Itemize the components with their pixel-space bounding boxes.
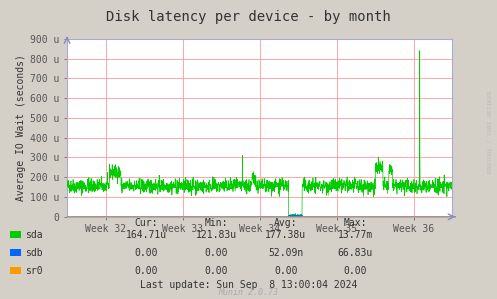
- Text: 0.00: 0.00: [135, 248, 159, 258]
- Text: 66.83u: 66.83u: [338, 248, 373, 258]
- Text: Max:: Max:: [343, 218, 367, 228]
- Text: Last update: Sun Sep  8 13:00:04 2024: Last update: Sun Sep 8 13:00:04 2024: [140, 280, 357, 290]
- Text: Avg:: Avg:: [274, 218, 298, 228]
- Text: 0.00: 0.00: [274, 266, 298, 276]
- Text: 13.77m: 13.77m: [338, 230, 373, 240]
- Text: 0.00: 0.00: [204, 248, 228, 258]
- Text: sdb: sdb: [25, 248, 42, 258]
- Text: Cur:: Cur:: [135, 218, 159, 228]
- Text: Disk latency per device - by month: Disk latency per device - by month: [106, 10, 391, 25]
- Text: 0.00: 0.00: [135, 266, 159, 276]
- Text: 52.09n: 52.09n: [268, 248, 303, 258]
- Text: sda: sda: [25, 230, 42, 240]
- Text: 0.00: 0.00: [343, 266, 367, 276]
- Text: sr0: sr0: [25, 266, 42, 276]
- Text: Munin 2.0.73: Munin 2.0.73: [219, 288, 278, 297]
- Text: 177.38u: 177.38u: [265, 230, 306, 240]
- Text: 164.71u: 164.71u: [126, 230, 167, 240]
- Y-axis label: Average IO Wait (seconds): Average IO Wait (seconds): [16, 54, 26, 201]
- Text: Min:: Min:: [204, 218, 228, 228]
- Text: 0.00: 0.00: [204, 266, 228, 276]
- Text: RRDTOOL / TOBI OETIKER: RRDTOOL / TOBI OETIKER: [487, 90, 492, 173]
- Text: 121.83u: 121.83u: [196, 230, 237, 240]
